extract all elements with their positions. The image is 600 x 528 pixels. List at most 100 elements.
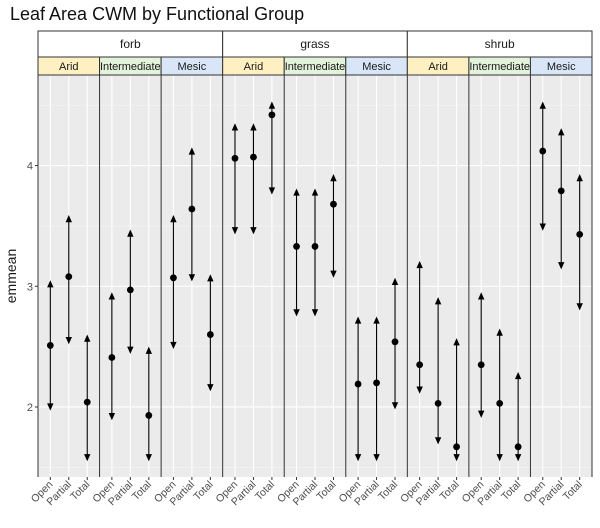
error-bar-arrow-down <box>514 454 522 462</box>
y-tick-label: 2 <box>27 402 33 414</box>
error-bar-arrow-up <box>478 292 485 300</box>
data-point <box>250 153 257 161</box>
x-tick-label: Total <box>68 479 92 503</box>
error-bar-arrow-up <box>145 346 152 354</box>
error-bar-arrow-down <box>354 454 362 462</box>
data-point <box>46 342 54 349</box>
error-bar-arrow-down <box>84 454 91 462</box>
y-axis-title: emmean <box>3 249 19 303</box>
error-bar-arrow-up <box>84 334 91 342</box>
data-point <box>311 243 319 250</box>
subgroup-strip-label: Mesic <box>547 61 576 73</box>
data-point <box>354 380 362 388</box>
data-point <box>108 354 116 361</box>
group-strip-label: grass <box>300 37 329 51</box>
group-strip-label: shrub <box>485 37 515 51</box>
error-bar-arrow-up <box>207 274 214 282</box>
error-bar-arrow-up <box>373 316 380 324</box>
x-tick-label: Total <box>438 479 462 503</box>
subgroup-strip-label: Intermediate <box>285 61 346 73</box>
data-point <box>206 331 214 338</box>
error-bar-arrow-down <box>576 303 583 311</box>
error-bar-arrow-up <box>47 280 54 288</box>
error-bar-arrow-down <box>145 454 152 462</box>
error-bar-arrow-down <box>268 187 276 195</box>
error-bar-arrow-down <box>453 454 460 462</box>
error-bar-arrow-down <box>188 274 196 282</box>
data-point <box>477 361 485 369</box>
chart-title: Leaf Area CWM by Functional Group <box>10 4 305 24</box>
data-point <box>126 286 134 294</box>
data-point <box>330 200 337 208</box>
error-bar-arrow-up <box>391 277 399 286</box>
error-bar-arrow-down <box>391 402 399 410</box>
error-bar-arrow-up <box>354 316 362 324</box>
error-bar-arrow-down <box>416 386 423 394</box>
error-bar-arrow-down <box>207 384 214 392</box>
subgroup-strip-label: Mesic <box>362 61 391 73</box>
error-bar-arrow-down <box>231 227 239 235</box>
data-point <box>268 111 276 119</box>
y-tick-label: 3 <box>27 281 33 293</box>
error-bar-arrow-up <box>330 173 337 182</box>
error-bar-arrow-up <box>496 328 503 336</box>
subgroup-strip <box>529 56 593 76</box>
error-bar-arrow-down <box>127 346 134 354</box>
error-bar-arrow-up <box>127 229 134 237</box>
data-point <box>188 205 196 213</box>
error-bar-arrow-down <box>373 454 380 462</box>
error-bar-arrow-down <box>108 413 116 421</box>
subgroup-strip-label: Arid <box>428 61 448 73</box>
subgroup-strip-label: Intermediate <box>469 61 530 73</box>
error-bar-arrow-up <box>293 188 300 196</box>
error-bar-arrow-down <box>330 270 337 278</box>
data-point <box>453 443 460 451</box>
x-tick-label: Total <box>561 479 585 503</box>
error-bar-arrow-down <box>558 262 565 270</box>
error-bar-arrow-down <box>496 454 503 462</box>
error-bar-arrow-up <box>416 260 423 269</box>
data-point <box>514 443 522 451</box>
error-bar-arrow-up <box>539 101 546 109</box>
error-bar-arrow-down <box>170 341 177 350</box>
error-bar-arrow-up <box>65 215 72 223</box>
error-bar-arrow-up <box>170 215 177 223</box>
error-bar-arrow-up <box>514 371 522 380</box>
x-tick-label: Total <box>376 479 400 503</box>
data-point <box>293 243 300 250</box>
group-strip-label: forb <box>120 37 141 51</box>
error-bar-arrow-up <box>558 128 565 136</box>
error-bar-arrow-up <box>434 297 442 305</box>
error-bar-arrow-up <box>311 188 319 196</box>
error-bar-arrow-up <box>576 173 583 182</box>
data-point <box>83 398 91 406</box>
data-point <box>65 273 73 281</box>
data-point <box>391 338 399 346</box>
data-point <box>231 154 239 162</box>
error-bar-arrow-down <box>65 337 72 345</box>
data-point <box>576 230 584 238</box>
error-bar-arrow-up <box>108 292 116 300</box>
error-bar-arrow-up <box>188 147 196 155</box>
subgroup-strip-label: Arid <box>59 61 79 73</box>
x-tick-label: Total <box>130 479 154 503</box>
error-bar-arrow-down <box>539 223 546 231</box>
error-bar-arrow-down <box>293 309 300 317</box>
error-bar-arrow-up <box>268 101 276 109</box>
error-bar-arrow-up <box>453 338 460 346</box>
error-bar-arrow-down <box>250 227 257 235</box>
error-bar-arrow-up <box>231 123 239 131</box>
data-point <box>416 361 424 369</box>
subgroup-strip-label: Intermediate <box>100 61 161 73</box>
data-point <box>170 274 177 282</box>
data-point <box>539 147 547 155</box>
x-tick-label: Total <box>191 479 215 503</box>
error-bar-arrow-down <box>478 410 485 418</box>
x-tick-label: Total <box>499 479 523 503</box>
x-tick-label: Total <box>314 479 338 503</box>
error-bar-arrow-down <box>311 309 319 317</box>
data-point <box>373 379 380 387</box>
data-point <box>496 399 504 407</box>
y-tick-label: 4 <box>27 161 33 173</box>
group-strip <box>37 30 224 58</box>
